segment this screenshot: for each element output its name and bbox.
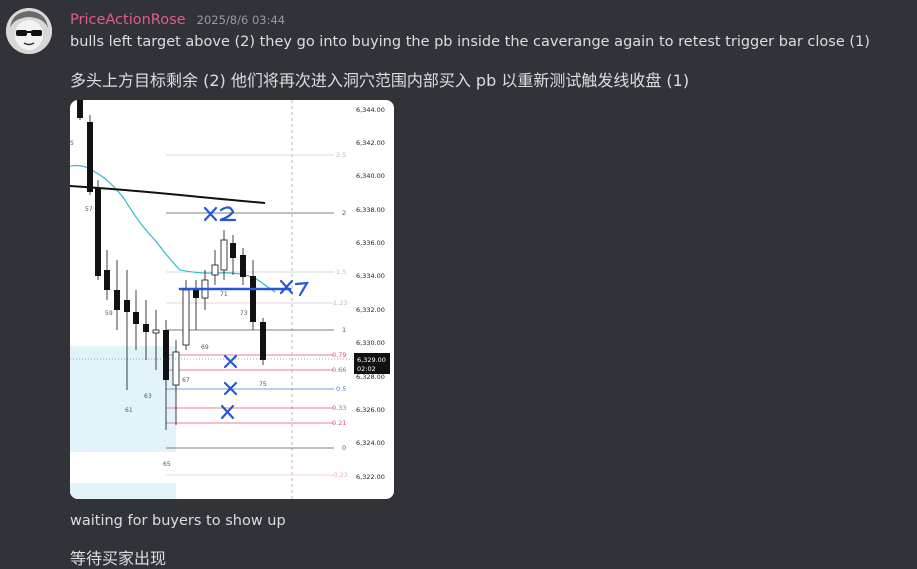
price-label: 6,322.00 — [356, 473, 385, 481]
bar-number: 61 — [125, 407, 133, 414]
price-label: 6,330.00 — [356, 339, 385, 347]
price-label: 6,334.00 — [356, 272, 385, 280]
avatar-image — [6, 8, 52, 54]
timestamp: 2025/8/6 03:44 — [196, 13, 286, 27]
fib-label: 0.21 — [332, 419, 346, 427]
trading-chart: 2.5 2 1.5 1.23 1 0.79 0.66 0.5 0.33 0.21… — [70, 100, 390, 499]
chart-image-attachment[interactable]: 2.5 2 1.5 1.23 1 0.79 0.66 0.5 0.33 0.21… — [70, 100, 394, 499]
countdown-timer: 02:02 — [357, 365, 376, 373]
fib-label: 0 — [342, 444, 346, 452]
fib-label: 1.5 — [336, 268, 346, 276]
x1-digit-mark — [294, 281, 310, 297]
followup-text-en: waiting for buyers to show up — [70, 513, 286, 529]
price-label: 6,328.00 — [356, 373, 385, 381]
fib-label: 0.79 — [332, 351, 346, 359]
x1-x-mark — [279, 279, 294, 295]
price-label: 6,344.00 — [356, 106, 385, 114]
fib-label: 0.5 — [336, 385, 346, 393]
fib-label: -0.23 — [331, 471, 348, 479]
fib-label: 1.23 — [333, 299, 347, 307]
price-label: 6,340.00 — [356, 172, 385, 180]
fib-label: 1 — [342, 326, 346, 334]
cross-mark-3 — [220, 404, 235, 420]
bar-number: 57 — [85, 206, 93, 213]
message-text-en: bulls left target above (2) they go into… — [70, 34, 870, 50]
fib-label: 2.5 — [336, 151, 346, 159]
message-header: PriceActionRose 2025/8/6 03:44 — [70, 9, 286, 28]
fib-label: 0.66 — [332, 366, 346, 374]
message-text-zh: 多头上方目标剩余 (2) 他们将再次进入洞穴范围内部买入 pb 以重新测试触发线… — [70, 71, 690, 90]
candles — [77, 100, 266, 430]
username[interactable]: PriceActionRose — [70, 12, 186, 28]
bar-number: 65 — [163, 461, 171, 468]
followup-text-zh: 等待买家出现 — [70, 549, 167, 568]
current-price-tag — [354, 353, 390, 374]
hand-annotations — [178, 206, 310, 420]
price-label: 6,342.00 — [356, 139, 385, 147]
bar-number: 67 — [182, 377, 190, 384]
range-zone-bottom — [70, 483, 176, 499]
price-label: 6,336.00 — [356, 239, 385, 247]
bar-number: 59 — [105, 310, 113, 317]
cross-mark-1 — [223, 354, 238, 369]
x2-digit-mark — [219, 206, 237, 222]
cave-range-zone — [70, 346, 176, 452]
bar-number: 71 — [220, 291, 228, 298]
price-label: 6,324.00 — [356, 439, 385, 447]
bar-number: 63 — [144, 393, 152, 400]
price-label: 6,332.00 — [356, 306, 385, 314]
fib-label: 0.33 — [332, 404, 346, 412]
price-label: 6,326.00 — [356, 406, 385, 414]
bar-number: 75 — [259, 381, 267, 388]
fib-label: 2 — [342, 209, 346, 217]
bar-number: 69 — [201, 344, 209, 351]
current-price-value: 6,329.00 — [357, 356, 386, 364]
cross-mark-2 — [223, 381, 238, 396]
trendline-black — [70, 185, 266, 204]
bar-number: 73 — [240, 310, 248, 317]
price-axis: 6,344.00 6,342.00 6,340.00 6,338.00 6,33… — [356, 106, 385, 481]
x2-x-mark — [203, 206, 218, 222]
avatar[interactable] — [6, 8, 52, 54]
price-label: 6,338.00 — [356, 206, 385, 214]
bar-number: 5 — [70, 140, 74, 147]
